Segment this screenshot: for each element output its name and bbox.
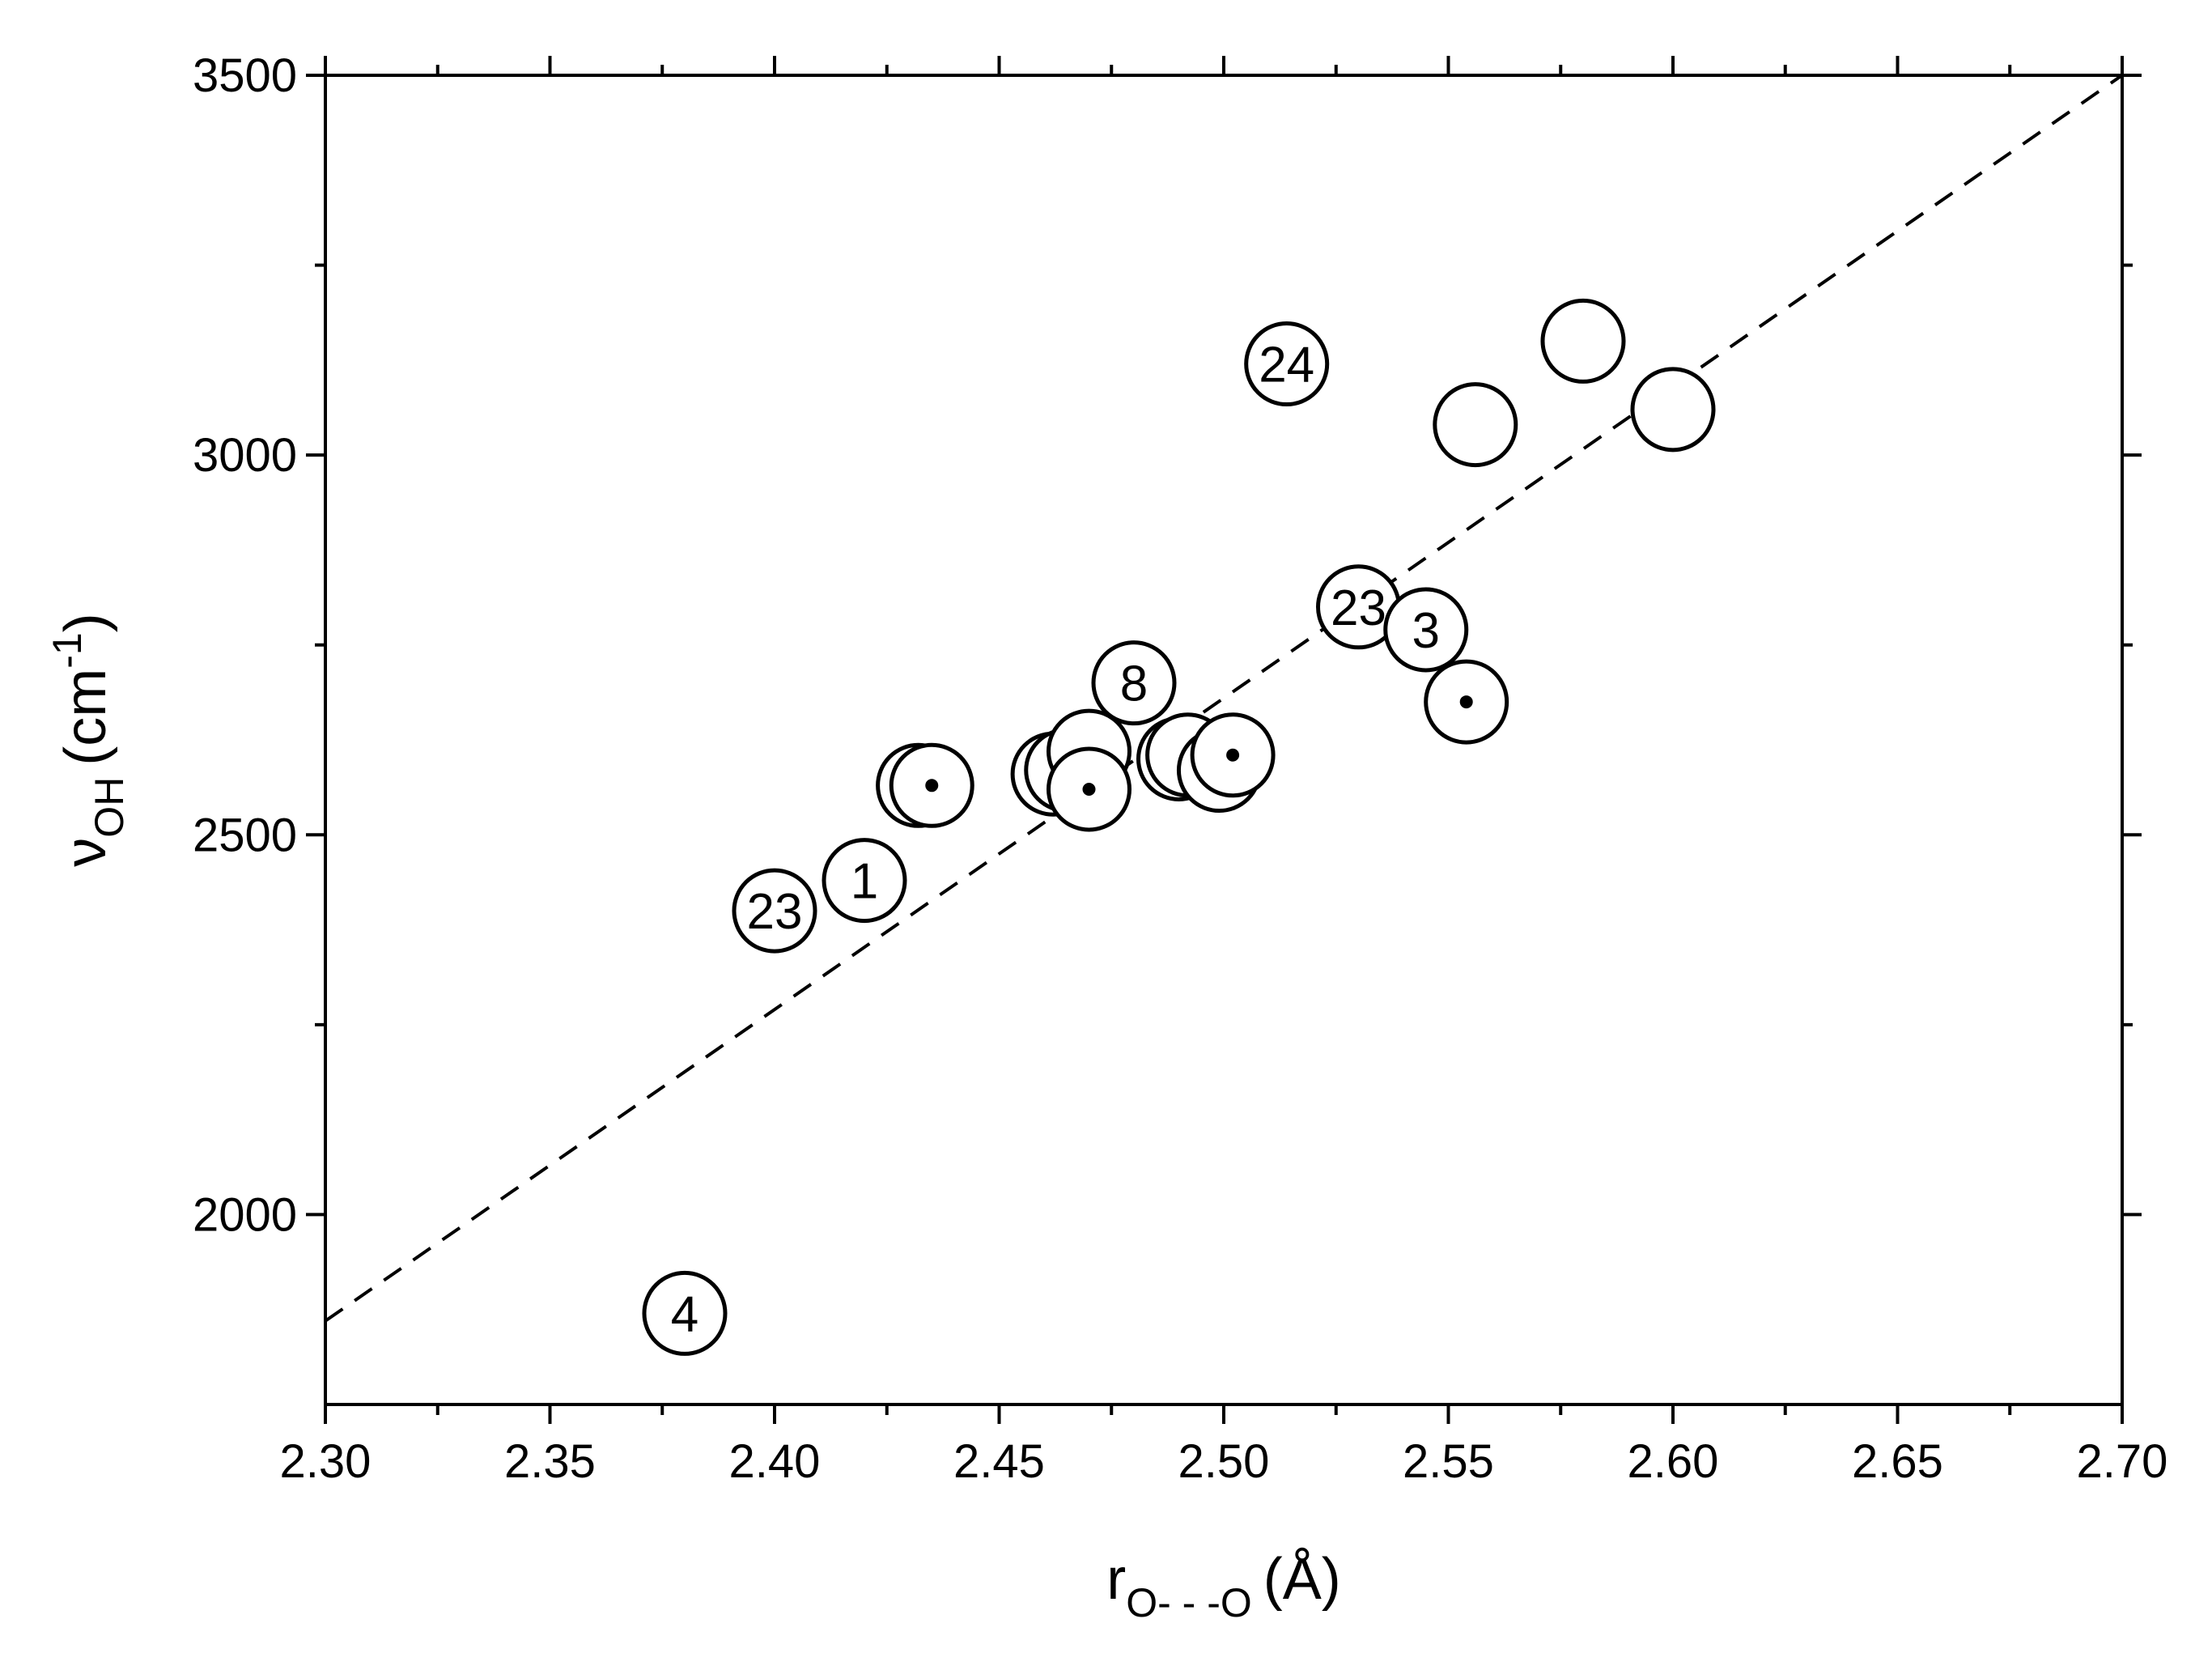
y-axis-label-close: ) <box>53 613 118 632</box>
data-point <box>1383 587 1469 673</box>
y-tick-label: 2500 <box>193 809 297 861</box>
data-point-dot <box>1082 782 1096 796</box>
x-axis-label: rO- - -O (Å) <box>1106 1547 1341 1625</box>
data-point-dot <box>925 779 939 793</box>
x-axis-label-main: r <box>1106 1547 1126 1612</box>
fit-line <box>324 74 2124 1323</box>
x-tick-label: 2.55 <box>1403 1435 1494 1488</box>
data-point-label: 23 <box>747 884 803 940</box>
x-tick-label: 2.70 <box>2077 1435 2168 1488</box>
x-axis-label-sub: O- - -O <box>1126 1580 1252 1625</box>
y-tick-label: 2000 <box>193 1188 297 1241</box>
x-axis-label-unit: (Å) <box>1263 1547 1341 1612</box>
data-point <box>642 1270 728 1356</box>
data-point-label: 4 <box>671 1286 698 1342</box>
data-point <box>1244 321 1330 407</box>
x-tick-label: 2.45 <box>953 1435 1045 1488</box>
x-tick-label: 2.65 <box>1852 1435 1943 1488</box>
data-point <box>1630 367 1716 453</box>
data-point-label: 1 <box>851 854 878 910</box>
x-tick-label: 2.35 <box>504 1435 596 1488</box>
data-point-label: 23 <box>1331 580 1386 636</box>
y-axis-label-exp: -1 <box>45 632 90 668</box>
data-point-label: 8 <box>1120 657 1148 712</box>
axis-ticks: 2.30 2.35 2.40 2.45 2.50 2.55 2.60 2.65 2.70 2000… <box>193 49 2167 1488</box>
x-tick-label: 2.50 <box>1178 1435 1270 1488</box>
y-axis-label-sub: OH <box>87 777 132 838</box>
data-point-label: 24 <box>1259 338 1314 393</box>
y-axis-label-unit: (cm <box>53 669 118 766</box>
data-point-dot <box>1226 748 1240 762</box>
x-tick-label: 2.40 <box>729 1435 821 1488</box>
x-tick-label: 2.30 <box>280 1435 371 1488</box>
data-point <box>732 868 817 954</box>
data-points: 4 23 1 8 24 23 3 <box>642 298 1716 1356</box>
fit-line-group <box>324 74 2124 1323</box>
data-point <box>822 838 907 924</box>
data-point <box>1091 640 1177 726</box>
y-tick-label: 3000 <box>193 429 297 482</box>
data-point <box>1433 382 1518 468</box>
y-axis-label-main: ν <box>53 838 118 867</box>
data-point-dot <box>1459 695 1473 709</box>
data-point-label: 3 <box>1412 603 1440 659</box>
y-axis-label: νOH (cm-1) <box>45 613 132 866</box>
y-tick-label: 3500 <box>193 49 297 102</box>
x-tick-label: 2.60 <box>1628 1435 1719 1488</box>
data-point <box>1540 298 1626 384</box>
